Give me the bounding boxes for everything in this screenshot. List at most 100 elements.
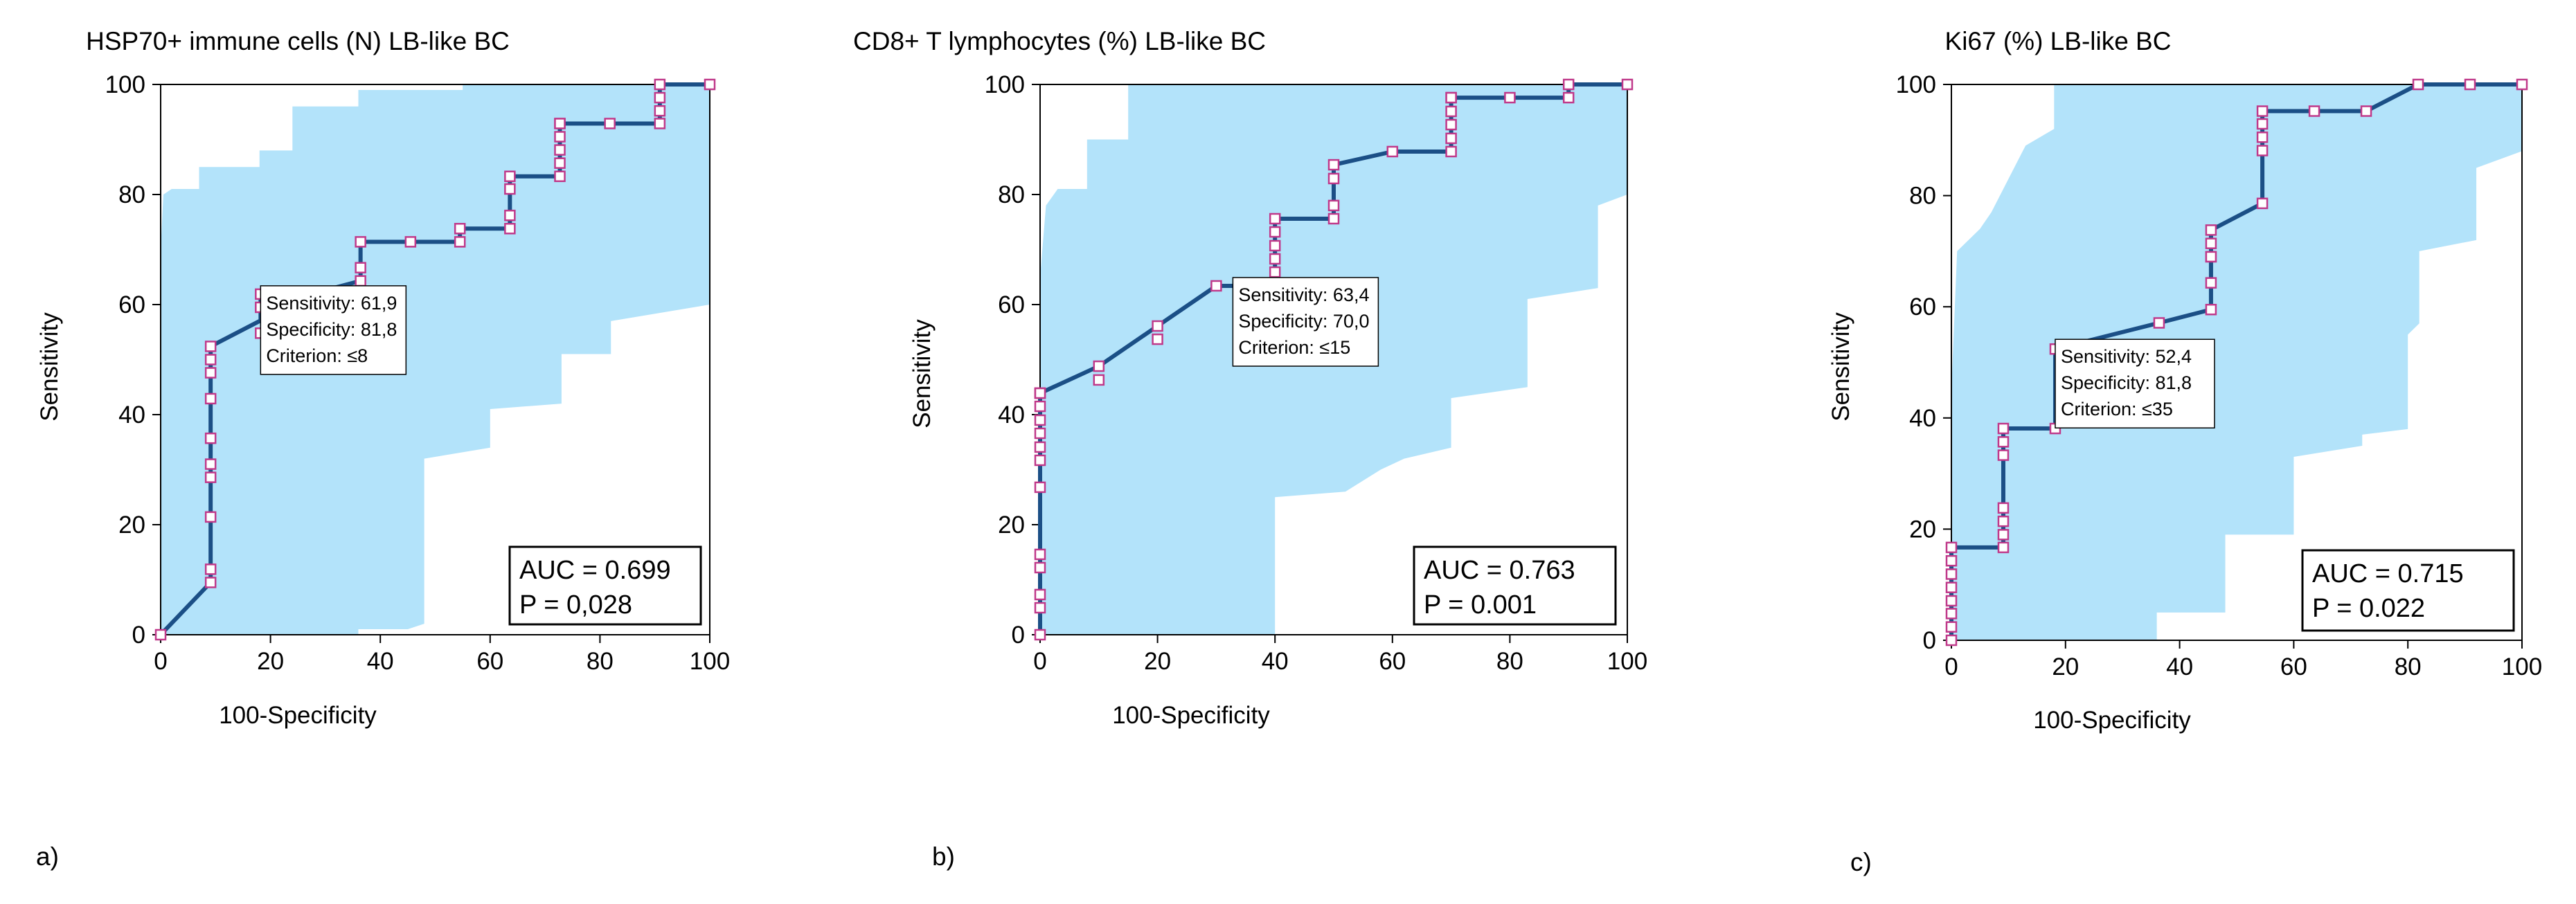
roc-point bbox=[2516, 78, 2528, 91]
roc-point bbox=[1034, 441, 1046, 453]
roc-point bbox=[554, 131, 566, 143]
roc-point bbox=[204, 471, 217, 483]
roc-point bbox=[1034, 481, 1046, 494]
roc-point bbox=[1445, 105, 1457, 118]
x-tick-label: 100 bbox=[1607, 648, 1647, 675]
roc-point bbox=[1269, 239, 1281, 252]
x-axis-label: 100-Specificity bbox=[2033, 707, 2191, 734]
y-tick-label: 40 bbox=[998, 401, 1025, 428]
annotation-box bbox=[2055, 338, 2215, 428]
y-tick-label: 100 bbox=[105, 71, 145, 98]
roc-point bbox=[1327, 159, 1340, 171]
x-tick-label: 0 bbox=[1944, 653, 1958, 680]
criterion-annotation: Sensitivity: 63,4 Specificity: 70,0 Criter… bbox=[1232, 277, 1379, 367]
roc-point bbox=[1945, 541, 1958, 554]
x-tick-label: 60 bbox=[476, 648, 503, 675]
roc-point bbox=[504, 183, 516, 195]
annotation-box bbox=[1232, 277, 1379, 367]
y-axis-label: Sensitivity bbox=[909, 319, 936, 428]
annotation-line: Specificity: 70,0 bbox=[1238, 311, 1369, 332]
annotation-line: Specificity: 81,8 bbox=[2061, 372, 2192, 393]
roc-point bbox=[2360, 105, 2372, 117]
roc-point bbox=[1945, 595, 1958, 607]
auc-box: AUC = 0.763 P = 0.001 bbox=[1413, 545, 1617, 626]
roc-point bbox=[1945, 581, 1958, 593]
roc-point bbox=[1997, 515, 2010, 527]
annotation-line: Specificity: 81,8 bbox=[266, 319, 397, 340]
roc-point bbox=[204, 511, 217, 523]
auc-box: AUC = 0.699 P = 0,028 bbox=[508, 545, 702, 626]
x-tick-label: 20 bbox=[1144, 648, 1171, 675]
roc-point bbox=[604, 118, 616, 129]
roc-point bbox=[1445, 132, 1457, 145]
roc-point bbox=[2205, 303, 2217, 316]
roc-point bbox=[554, 144, 566, 156]
roc-point bbox=[2256, 105, 2269, 117]
roc-point bbox=[1034, 400, 1046, 413]
criterion-annotation: Sensitivity: 61,9 Specificity: 81,8 Criter… bbox=[260, 285, 407, 375]
roc-point bbox=[1327, 213, 1340, 225]
confidence-band bbox=[1951, 84, 2522, 640]
y-tick-label: 60 bbox=[1909, 293, 1936, 320]
y-tick-label: 80 bbox=[118, 181, 145, 208]
roc-panel-a: 0 20 40 60 80 100 0 20 40 60 80 100 Sensitivity: 61,… bbox=[36, 27, 730, 871]
roc-point bbox=[1621, 78, 1634, 91]
roc-point bbox=[1945, 621, 1958, 633]
roc-point bbox=[1034, 454, 1046, 467]
annotation-box bbox=[260, 285, 407, 375]
auc-box: AUC = 0.715 P = 0.022 bbox=[2301, 549, 2515, 632]
roc-point bbox=[1386, 145, 1399, 158]
auc-frame bbox=[508, 545, 702, 626]
roc-point bbox=[1269, 266, 1281, 278]
auc-frame bbox=[2301, 549, 2515, 632]
roc-point bbox=[454, 223, 466, 235]
plot-frame bbox=[160, 84, 710, 635]
roc-point bbox=[654, 118, 666, 129]
roc-point bbox=[704, 78, 716, 91]
roc-point bbox=[355, 275, 366, 287]
panel-label: b) bbox=[932, 842, 955, 871]
x-tick-label: 0 bbox=[154, 648, 167, 675]
roc-point bbox=[1562, 91, 1575, 104]
auc-frame bbox=[1413, 545, 1617, 626]
x-tick-label: 40 bbox=[367, 648, 394, 675]
roc-point bbox=[1945, 568, 1958, 580]
roc-point bbox=[1997, 436, 2010, 448]
x-axis-label: 100-Specificity bbox=[1112, 702, 1270, 729]
auc-value: AUC = 0.763 bbox=[1424, 556, 1575, 585]
roc-point bbox=[1327, 199, 1340, 212]
roc-point bbox=[2153, 317, 2165, 329]
roc-panel-b: 0 20 40 60 80 100 0 20 40 60 80 100 Sensitivity: 63,… bbox=[853, 27, 1647, 871]
roc-point bbox=[504, 170, 516, 183]
roc-curve bbox=[1038, 82, 1627, 635]
x-tick-label: 60 bbox=[1379, 648, 1406, 675]
roc-point bbox=[1152, 333, 1163, 345]
roc-point bbox=[654, 91, 666, 104]
roc-point bbox=[2256, 132, 2269, 143]
roc-point bbox=[1034, 561, 1046, 574]
y-tick-label: 80 bbox=[1909, 183, 1936, 210]
chart-title: Ki67 (%) LB-like BC bbox=[1945, 27, 2172, 55]
y-tick-label: 0 bbox=[1012, 622, 1025, 649]
roc-point bbox=[1269, 226, 1281, 238]
roc-point bbox=[204, 392, 217, 405]
roc-point bbox=[404, 236, 417, 248]
roc-point bbox=[2256, 197, 2269, 210]
roc-point bbox=[1997, 541, 2010, 554]
roc-point bbox=[554, 118, 566, 129]
roc-point bbox=[1445, 145, 1457, 158]
p-value: P = 0.022 bbox=[2312, 594, 2425, 623]
x-tick-label: 40 bbox=[1262, 648, 1289, 675]
criterion-annotation: Sensitivity: 52,4 Specificity: 81,8 Criter… bbox=[2055, 338, 2215, 428]
roc-point bbox=[1997, 449, 2010, 461]
roc-point bbox=[1504, 91, 1516, 104]
y-tick-label: 100 bbox=[985, 71, 1025, 98]
roc-point bbox=[2205, 224, 2217, 236]
roc-point bbox=[554, 170, 566, 183]
y-axis-label: Sensitivity bbox=[36, 312, 63, 422]
panel-label: c) bbox=[1850, 848, 1872, 876]
y-tick-label: 60 bbox=[118, 291, 145, 318]
x-axis-label: 100-Specificity bbox=[219, 702, 377, 729]
roc-point bbox=[1562, 78, 1575, 91]
y-tick-label: 40 bbox=[1909, 405, 1936, 432]
